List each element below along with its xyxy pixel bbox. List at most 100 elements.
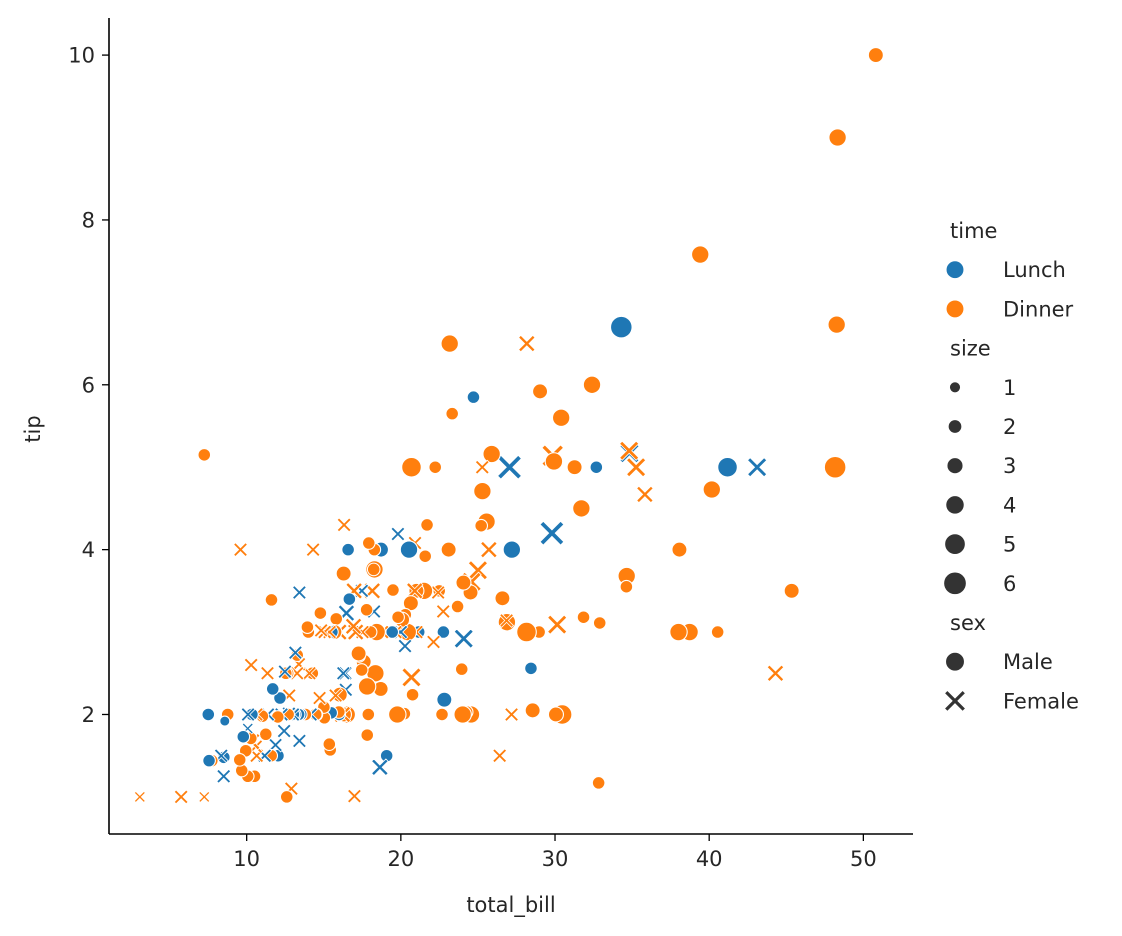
x-ticks: 10 20 30 40 50 xyxy=(233,834,877,871)
data-point xyxy=(625,457,647,478)
data-point xyxy=(399,540,419,559)
data-point xyxy=(354,663,369,677)
legend-label-size-4: 4 xyxy=(1003,493,1016,517)
data-point xyxy=(236,729,251,744)
data-point xyxy=(397,638,413,654)
data-point xyxy=(428,460,443,475)
data-point xyxy=(390,526,406,542)
data-point xyxy=(502,540,522,559)
data-point xyxy=(504,706,520,722)
data-point xyxy=(669,622,688,642)
data-point xyxy=(867,47,884,64)
data-point xyxy=(766,664,785,683)
legend-label-size-2: 2 xyxy=(1003,415,1016,439)
data-point xyxy=(619,579,634,594)
data-point xyxy=(312,690,328,706)
data-point xyxy=(592,616,607,630)
data-point xyxy=(466,390,481,405)
data-point xyxy=(258,727,273,742)
data-point xyxy=(499,613,515,629)
data-point xyxy=(357,677,377,696)
data-point xyxy=(361,536,376,550)
data-point xyxy=(440,334,459,353)
data-point xyxy=(783,582,800,599)
data-point xyxy=(350,645,367,662)
legend-marker-size-4 xyxy=(945,495,965,515)
data-point xyxy=(435,603,451,619)
data-point xyxy=(216,768,232,784)
data-point xyxy=(361,707,376,722)
data-point xyxy=(591,776,606,790)
data-point xyxy=(435,707,449,722)
data-point xyxy=(328,688,344,704)
x-tick-label: 50 xyxy=(850,847,877,871)
data-point xyxy=(454,662,469,677)
data-point xyxy=(359,602,374,617)
data-point xyxy=(497,454,522,480)
data-point xyxy=(342,592,357,606)
data-point xyxy=(336,517,352,533)
legend-title-size: size xyxy=(950,337,991,361)
data-point xyxy=(240,706,256,722)
data-point xyxy=(346,788,362,804)
data-point xyxy=(260,665,275,681)
data-point xyxy=(517,334,536,353)
data-point xyxy=(547,706,564,723)
data-point xyxy=(291,585,307,600)
data-point xyxy=(474,459,490,475)
data-point xyxy=(329,612,344,626)
data-point xyxy=(232,752,247,767)
data-point xyxy=(401,667,422,688)
data-point xyxy=(198,790,211,803)
data-point xyxy=(173,789,189,805)
data-point xyxy=(474,518,489,533)
legend-marker-size-1 xyxy=(948,381,962,394)
data-point xyxy=(401,456,422,478)
data-point xyxy=(233,542,248,558)
y-ticks: 2 4 6 8 10 xyxy=(68,44,109,727)
legend-marker-size-2 xyxy=(947,419,963,434)
data-point xyxy=(717,456,738,478)
data-point xyxy=(589,460,604,475)
data-point xyxy=(710,625,725,639)
y-tick-label: 8 xyxy=(82,208,95,232)
data-point xyxy=(276,723,292,739)
data-point xyxy=(201,707,216,722)
legend-label-size-6: 6 xyxy=(1003,572,1016,596)
data-point xyxy=(388,705,407,724)
x-axis-label: total_bill xyxy=(466,893,555,918)
data-point xyxy=(386,583,400,597)
data-point xyxy=(391,610,405,625)
data-point xyxy=(279,790,294,804)
legend-label-size-3: 3 xyxy=(1003,454,1016,478)
data-point xyxy=(455,574,472,591)
x-tick-label: 40 xyxy=(696,847,723,871)
legend-marker-male xyxy=(944,651,966,672)
data-point xyxy=(482,444,501,464)
data-point xyxy=(265,682,280,696)
legend-marker-dinner xyxy=(945,299,965,319)
legend-label-size-1: 1 xyxy=(1003,376,1016,400)
data-point xyxy=(532,383,549,400)
data-point xyxy=(264,593,279,607)
x-tick-label: 10 xyxy=(233,847,260,871)
data-point xyxy=(305,542,321,558)
legend-label-size-5: 5 xyxy=(1003,533,1016,557)
data-point xyxy=(197,447,212,462)
data-point xyxy=(243,657,259,673)
data-point xyxy=(544,452,564,471)
data-point xyxy=(436,691,453,708)
legend-label-dinner: Dinner xyxy=(1003,297,1074,321)
data-point xyxy=(619,440,640,461)
data-point xyxy=(402,595,419,612)
data-point xyxy=(245,707,259,722)
data-point xyxy=(516,621,537,643)
data-point xyxy=(405,687,420,702)
data-point xyxy=(551,408,571,428)
data-point xyxy=(341,542,355,557)
data-point xyxy=(453,705,472,724)
data-point xyxy=(277,664,293,680)
data-point xyxy=(492,748,508,764)
